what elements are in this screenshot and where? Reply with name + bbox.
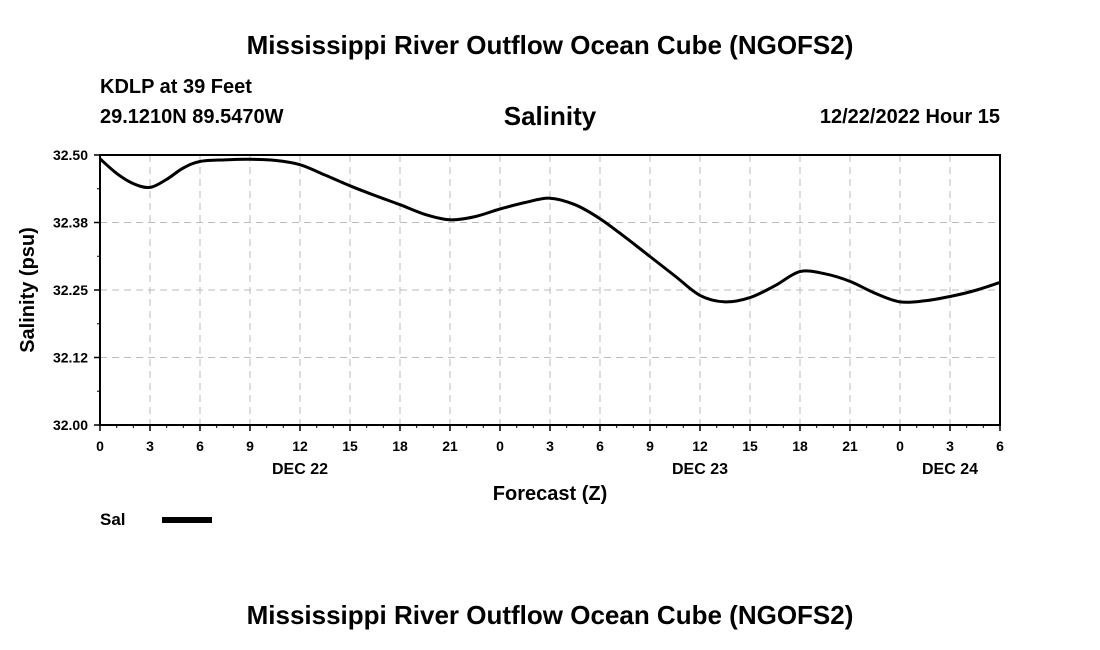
y-tick-label: 32.50 xyxy=(53,147,88,163)
chart-ticks xyxy=(94,154,1001,431)
chart-series xyxy=(99,157,1001,304)
series-line-sal xyxy=(99,157,1001,304)
forecast-datetime: 12/22/2022 Hour 15 xyxy=(819,106,1000,128)
x-tick-label: 0 xyxy=(96,438,104,454)
x-tick-label: 0 xyxy=(896,438,904,454)
x-tick-label: 9 xyxy=(246,438,254,454)
x-tick-label: 6 xyxy=(196,438,204,454)
plot-frame xyxy=(99,154,1001,426)
x-tick-label: 3 xyxy=(946,438,954,454)
y-tick-label: 32.25 xyxy=(53,282,88,298)
x-tick-label: 18 xyxy=(392,438,408,454)
x-tick-label: 12 xyxy=(292,438,308,454)
x-tick-label: 9 xyxy=(646,438,654,454)
legend-swatch-sal xyxy=(162,517,212,523)
chart-tick-labels: 32.00 32.12 32.25 32.38 32.50 0 3 6 9 12 15 18 21 0 3 6… xyxy=(53,147,1004,478)
chart-title-bottom: Mississippi River Outflow Ocean Cube (NG… xyxy=(246,600,854,630)
x-date-label: DEC 22 xyxy=(272,461,328,478)
x-tick-label: 3 xyxy=(146,438,154,454)
y-tick-label: 32.12 xyxy=(53,350,88,366)
x-date-label: DEC 24 xyxy=(922,461,978,478)
x-tick-label: 18 xyxy=(792,438,808,454)
x-tick-label: 6 xyxy=(596,438,604,454)
x-date-label: DEC 23 xyxy=(672,461,728,478)
y-axis-label: Salinity (psu) xyxy=(17,227,39,353)
chart-title-main: Mississippi River Outflow Ocean Cube (NG… xyxy=(246,30,854,60)
x-tick-label: 15 xyxy=(342,438,358,454)
legend-label-sal: Sal xyxy=(100,510,126,529)
station-coordinates: 29.1210N 89.5470W xyxy=(100,106,284,128)
y-tick-label: 32.38 xyxy=(53,215,88,231)
x-tick-label: 15 xyxy=(742,438,758,454)
x-tick-label: 0 xyxy=(496,438,504,454)
y-tick-label: 32.00 xyxy=(53,417,88,433)
x-axis-label: Forecast (Z) xyxy=(493,483,607,505)
x-tick-label: 21 xyxy=(442,438,458,454)
x-tick-label: 21 xyxy=(842,438,858,454)
chart-variable-title: Salinity xyxy=(503,101,597,131)
x-tick-label: 12 xyxy=(692,438,708,454)
x-tick-label: 6 xyxy=(996,438,1004,454)
x-tick-label: 3 xyxy=(546,438,554,454)
station-label: KDLP at 39 Feet xyxy=(100,76,252,98)
